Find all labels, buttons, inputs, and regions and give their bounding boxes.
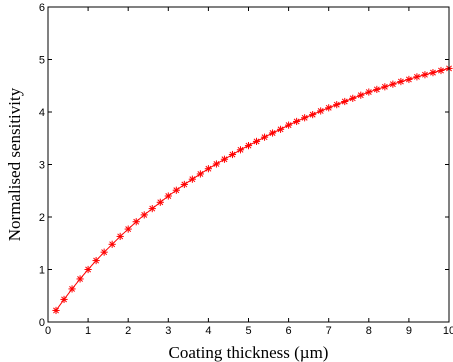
data-point <box>116 232 124 241</box>
data-point <box>437 66 445 75</box>
data-point <box>349 94 357 102</box>
data-point <box>108 240 116 248</box>
y-tick-label: 1 <box>39 265 45 277</box>
x-tick-label: 4 <box>205 325 211 337</box>
data-point <box>220 155 229 163</box>
data-point <box>268 129 277 137</box>
x-tick-label: 8 <box>366 325 372 337</box>
x-tick-label: 6 <box>286 325 292 337</box>
data-point <box>204 165 212 173</box>
data-point <box>357 91 365 99</box>
data-point <box>276 125 285 133</box>
data-point <box>325 104 333 112</box>
data-point <box>421 71 429 79</box>
data-point <box>68 285 76 293</box>
data-point <box>413 73 421 81</box>
data-point <box>148 205 156 213</box>
tick-labels: 0 1 2 3 4 5 6 7 8 9 10 0 1 2 3 4 5 6 <box>39 2 453 337</box>
data-point <box>260 133 269 141</box>
data-point <box>309 111 317 119</box>
data-point <box>100 248 108 256</box>
data-point <box>228 150 237 159</box>
data-point <box>132 218 140 226</box>
data-point <box>172 186 180 194</box>
plot-frame <box>47 6 450 323</box>
data-point <box>244 142 253 150</box>
data-point <box>373 85 381 94</box>
data-point <box>76 275 84 283</box>
data-point <box>236 146 245 154</box>
y-tick-label: 2 <box>39 212 45 224</box>
series-line <box>55 67 450 311</box>
data-point <box>92 256 100 265</box>
data-point <box>196 170 204 178</box>
data-point <box>156 198 164 206</box>
data-point <box>60 295 68 304</box>
data-point <box>180 180 188 189</box>
data-point <box>84 265 92 274</box>
x-tick-label: 5 <box>245 325 251 337</box>
data-point <box>140 211 148 219</box>
y-axis-title: Normalised sensitivity <box>5 87 24 241</box>
y-tick-label: 6 <box>39 2 45 14</box>
y-tick-label: 5 <box>39 55 45 67</box>
y-tick-label: 3 <box>39 160 45 172</box>
data-point <box>429 69 437 77</box>
x-tick-label: 3 <box>165 325 171 337</box>
data-point <box>333 101 341 109</box>
data-point <box>341 97 349 106</box>
data-point <box>52 306 60 315</box>
x-tick-label: 2 <box>125 325 131 337</box>
data-point <box>365 88 373 96</box>
data-point <box>252 137 261 145</box>
data-point <box>301 114 309 122</box>
data-point <box>381 83 389 91</box>
data-point <box>164 192 172 200</box>
data-point <box>188 175 196 183</box>
series-layer <box>52 64 453 315</box>
data-point <box>124 225 132 233</box>
x-tick-label: 7 <box>326 325 332 337</box>
data-point <box>397 77 405 86</box>
y-tick-label: 0 <box>39 317 45 329</box>
x-tick-label: 1 <box>85 325 91 337</box>
x-tick-label: 10 <box>443 325 453 337</box>
x-tick-label: 9 <box>406 325 412 337</box>
data-point <box>293 117 301 126</box>
x-axis-title: Coating thickness (µm) <box>169 343 329 362</box>
data-point <box>317 107 325 115</box>
data-point <box>212 160 221 168</box>
data-point <box>389 80 397 88</box>
x-tick-label: 0 <box>45 325 51 337</box>
y-tick-label: 4 <box>39 107 45 119</box>
data-point <box>285 121 293 129</box>
data-point <box>405 75 413 84</box>
axis-ticks <box>47 6 450 323</box>
